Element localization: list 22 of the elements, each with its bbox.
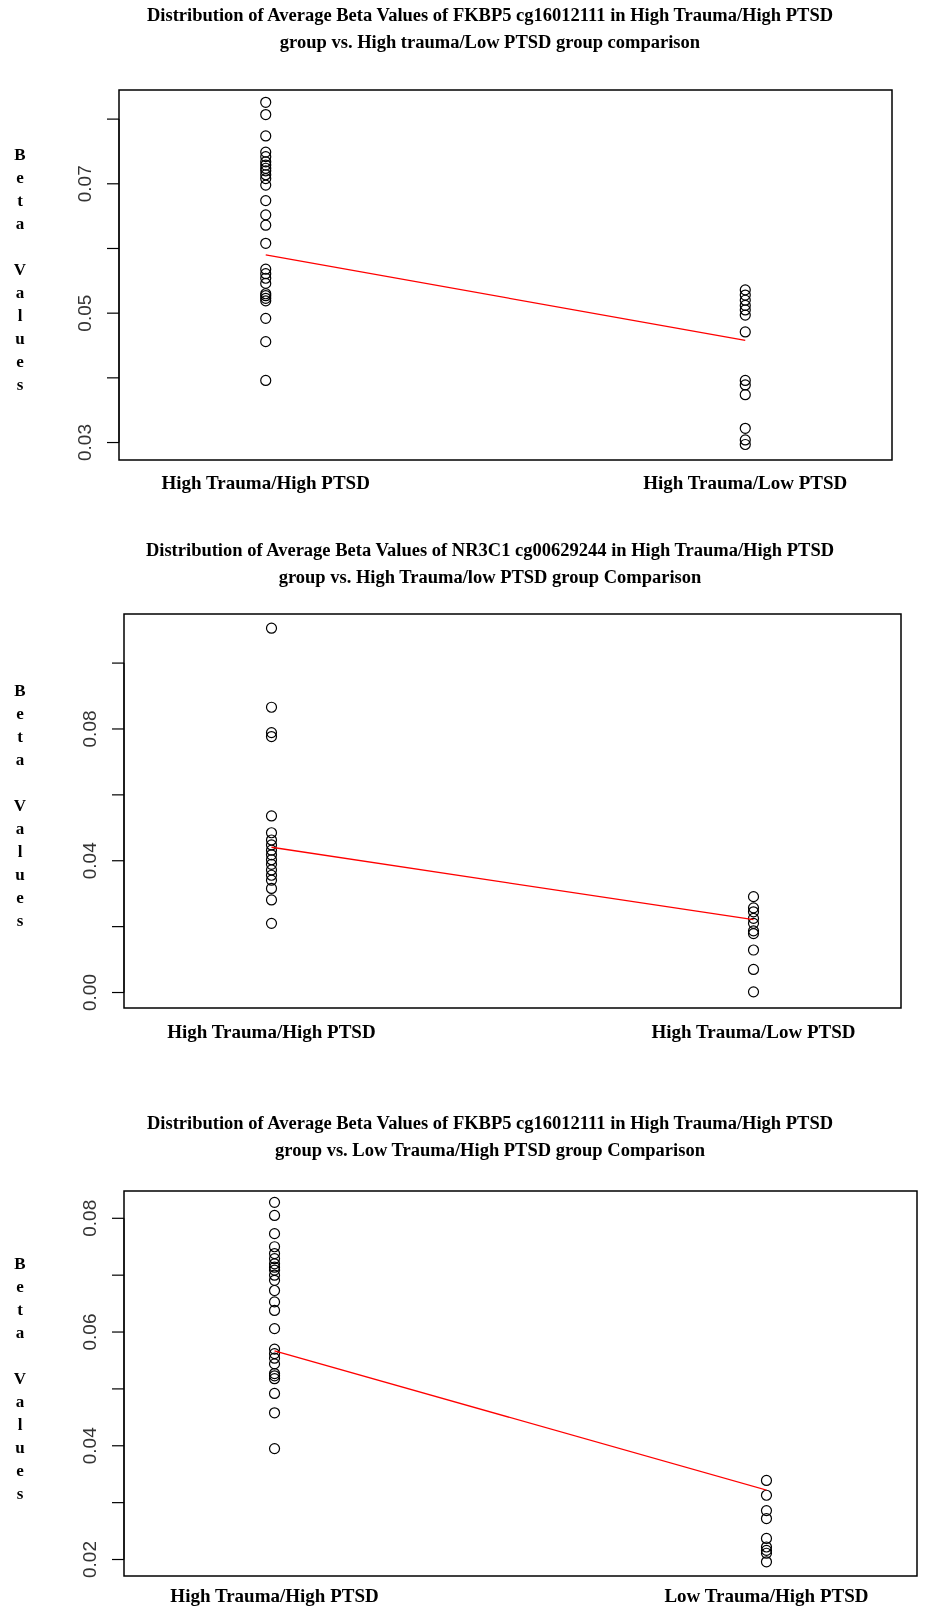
text: Beta Values: [13, 145, 27, 394]
chart-title: Distribution of Average Beta Values of FKBP5 cg16012111 in High Trauma/High PTSD group vs. High trauma/Low PTSD group comparison: [146, 5, 834, 52]
x-tick-label: High Trauma/High PTSD: [161, 472, 370, 493]
y-tick-label: 0.04: [79, 1426, 100, 1465]
x-tick-label: High Trauma/Low PTSD: [643, 472, 848, 493]
y-tick-label: 0.02: [79, 1541, 100, 1578]
text: Beta Values: [13, 681, 27, 930]
x-tick-label: High Trauma/High PTSD: [170, 1585, 379, 1606]
chart-title: Distribution of Average Beta Values of FKBP5 cg16012111 in High Trauma/High PTSD group vs. Low Trauma/High PTSD group Comparison: [146, 1113, 834, 1160]
y-tick-label: 0.05: [74, 294, 95, 332]
x-tick-label: Low Trauma/High PTSD: [664, 1585, 869, 1606]
chart-title: Distribution of Average Beta Values of NR3C1 cg00629244 in High Trauma/High PTSD group vs. High Trauma/low PTSD group Comparison: [145, 540, 835, 587]
y-tick-label: 0.08: [79, 710, 100, 748]
y-tick-label: 0.04: [79, 841, 100, 880]
text: Beta Values: [13, 1253, 27, 1503]
y-tick-label: 0.07: [74, 165, 95, 203]
x-tick-label: High Trauma/Low PTSD: [651, 1021, 856, 1042]
y-tick-label: 0.06: [79, 1313, 100, 1351]
x-tick-label: High Trauma/High PTSD: [167, 1021, 376, 1042]
y-tick-label: 0.00: [79, 974, 100, 1012]
y-tick-label: 0.03: [74, 424, 95, 462]
y-tick-label: 0.08: [79, 1199, 100, 1237]
